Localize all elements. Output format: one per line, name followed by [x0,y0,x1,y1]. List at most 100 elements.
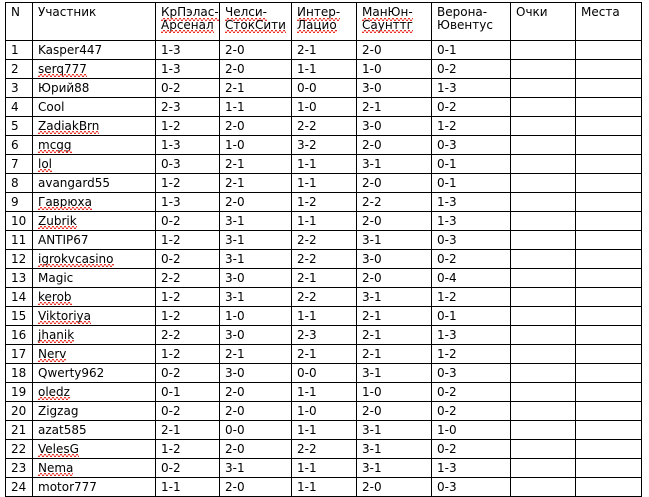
spellcheck-underline: oledz [38,384,70,400]
cell-m3: 1-1 [291,458,357,478]
cell-n: 10 [5,211,33,231]
cell-m2: 2-0 [219,382,292,402]
cell-m1: 0-2 [155,363,220,383]
spellcheck-underline: Гаврюха [38,194,92,210]
cell-m5: 1-3 [431,78,511,98]
table-row: 13 Magic 2-2 3-0 2-1 2-0 0-4 [5,268,642,288]
cell-m2: 2-1 [219,78,292,98]
cell-m1: 0-1 [155,382,220,402]
cell-m2: 2-0 [219,477,292,497]
cell-n: 18 [5,363,33,383]
column-header-line: N [11,5,20,19]
cell-m3: 1-1 [291,477,357,497]
cell-points [510,116,576,136]
cell-places [575,458,642,478]
cell-m4: 3-1 [356,230,432,250]
cell-n: 17 [5,344,33,364]
cell-m5: 0-3 [431,363,511,383]
cell-points [510,401,576,421]
table-header: N Участник КрПэлас- Арсенал Челси- СтокСити Ин… [5,2,642,41]
cell-m2: 2-1 [219,344,292,364]
table-row: 5 ZadiakBrn 1-2 2-0 2-2 3-0 1-2 [5,116,642,136]
table-row: 7 lol 0-3 2-1 1-1 3-1 0-1 [5,154,642,174]
cell-m3: 1-2 [291,192,357,212]
cell-m3: 2-1 [291,344,357,364]
cell-m1: 1-2 [155,173,220,193]
cell-places [575,211,642,231]
cell-m2: 2-0 [219,401,292,421]
table-row: 23 Nema 0-2 3-1 1-1 3-1 1-3 [5,458,642,478]
cell-m2: 3-1 [219,249,292,269]
spellcheck-underline: Viktoriya [38,308,91,324]
cell-places [575,268,642,288]
cell-places [575,173,642,193]
cell-m1: 1-2 [155,439,220,459]
column-header-m1: КрПэлас- Арсенал [155,2,220,41]
cell-points [510,249,576,269]
cell-m5: 0-1 [431,154,511,174]
cell-m3: 0-0 [291,78,357,98]
cell-m4: 2-0 [356,135,432,155]
cell-m3: 2-2 [291,249,357,269]
cell-n: 7 [5,154,33,174]
cell-m4: 2-0 [356,173,432,193]
column-header-places: Места [575,2,642,41]
cell-points [510,78,576,98]
cell-m4: 2-1 [356,306,432,326]
cell-n: 14 [5,287,33,307]
header-row: N Участник КрПэлас- Арсенал Челси- СтокСити Ин… [5,2,642,41]
cell-m5: 0-3 [431,230,511,250]
cell-name: kerob [32,287,156,307]
cell-places [575,306,642,326]
table-row: 11 ANTIP67 1-2 3-1 2-2 3-1 0-3 [5,230,642,250]
cell-points [510,211,576,231]
spellcheck-underline: МанЮн- [362,5,413,21]
cell-m4: 2-1 [356,344,432,364]
cell-m3: 2-2 [291,116,357,136]
predictions-table-container: N Участник КрПэлас- Арсенал Челси- СтокСити Ин… [5,2,642,497]
cell-m2: 2-0 [219,439,292,459]
cell-name: oledz [32,382,156,402]
cell-m5: 0-3 [431,135,511,155]
cell-name: Cool [32,97,156,117]
cell-n: 15 [5,306,33,326]
cell-points [510,477,576,497]
cell-m1: 2-3 [155,97,220,117]
column-header-line: СтокСити [225,18,291,33]
cell-m4: 2-0 [356,477,432,497]
spellcheck-underline: Арсенал [161,17,214,33]
cell-name: Гаврюха [32,192,156,212]
cell-name: Viktoriya [32,306,156,326]
cell-m3: 1-0 [291,401,357,421]
cell-name: igrokvcasino [32,249,156,269]
cell-places [575,325,642,345]
cell-name: mcgg [32,135,156,155]
spellcheck-underline: Nema [38,460,74,476]
spellcheck-underline: Zubrik [38,213,77,229]
cell-n: 5 [5,116,33,136]
column-header-m4: МанЮн- Саунттг [356,2,432,41]
cell-places [575,59,642,79]
cell-m4: 3-0 [356,249,432,269]
cell-points [510,268,576,288]
table-row: 18 Qwerty962 0-2 3-0 0-0 3-1 0-3 [5,363,642,383]
column-header-m5: Верона- Ювентус [431,2,511,41]
cell-n: 9 [5,192,33,212]
cell-m1: 1-1 [155,477,220,497]
cell-places [575,439,642,459]
table-row: 20 Zigzag 0-2 2-0 1-0 2-0 0-2 [5,401,642,421]
cell-m1: 1-2 [155,230,220,250]
cell-n: 4 [5,97,33,117]
table-row: 22 VelesG 1-2 2-0 2-2 3-1 0-2 [5,439,642,459]
cell-m2: 2-0 [219,116,292,136]
cell-m5: 0-3 [431,477,511,497]
cell-m5: 0-2 [431,97,511,117]
spellcheck-underline: Интер- [297,5,341,21]
cell-name: Magic [32,268,156,288]
cell-m5: 1-3 [431,458,511,478]
cell-n: 3 [5,78,33,98]
cell-m5: 0-2 [431,439,511,459]
cell-m5: 1-2 [431,287,511,307]
cell-n: 20 [5,401,33,421]
table-row: 14 kerob 1-2 3-1 2-2 3-1 1-2 [5,287,642,307]
